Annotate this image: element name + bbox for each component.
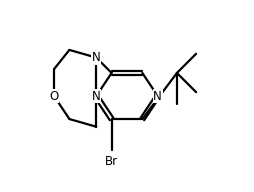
Text: N: N bbox=[92, 89, 101, 103]
Text: Br: Br bbox=[105, 155, 118, 168]
Text: N: N bbox=[153, 89, 162, 103]
Text: N: N bbox=[92, 51, 101, 64]
Text: O: O bbox=[50, 89, 59, 103]
